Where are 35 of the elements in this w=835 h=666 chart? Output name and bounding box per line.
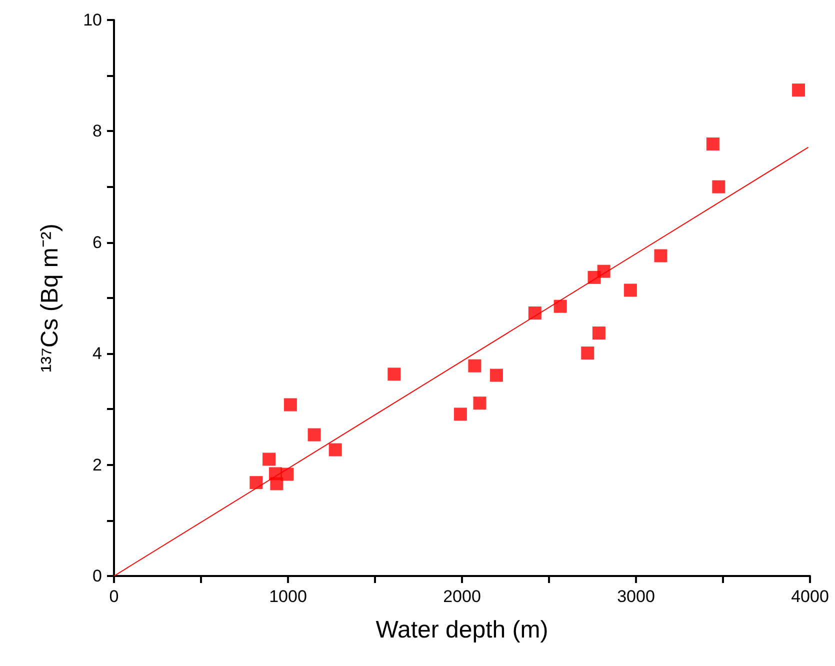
y-tick-label: 8 <box>92 122 102 141</box>
x-tick-label: 1000 <box>269 587 307 606</box>
x-axis-title: Water depth (m) <box>376 616 548 644</box>
point <box>270 477 284 490</box>
y-tick-label: 0 <box>92 566 102 586</box>
x-tick-label: 2000 <box>443 587 481 606</box>
x-tick-label: 0 <box>109 587 119 606</box>
point <box>712 180 726 194</box>
point <box>262 452 276 466</box>
y-tick-label: 10 <box>83 10 102 30</box>
point <box>706 137 720 150</box>
point <box>597 264 610 278</box>
point <box>250 476 263 490</box>
point <box>490 368 503 382</box>
point <box>280 468 294 481</box>
y-tick-label: 4 <box>92 344 102 364</box>
point <box>388 368 401 381</box>
point <box>592 326 606 340</box>
point <box>624 284 637 297</box>
x-tick-label: 4000 <box>791 587 829 606</box>
x-tick-label: 3000 <box>617 587 655 606</box>
point <box>654 249 668 262</box>
point <box>328 443 342 456</box>
point <box>454 408 467 421</box>
point <box>284 398 297 412</box>
point <box>581 346 594 360</box>
point <box>468 359 482 372</box>
point <box>792 84 806 97</box>
point <box>554 300 567 313</box>
point <box>473 396 486 410</box>
point <box>308 428 321 442</box>
y-axis-title: ¹³⁷Cs (Bq m⁻²) <box>36 224 64 372</box>
y-tick-label: 2 <box>92 455 102 474</box>
y-tick-label: 6 <box>92 232 102 252</box>
point <box>528 306 542 320</box>
